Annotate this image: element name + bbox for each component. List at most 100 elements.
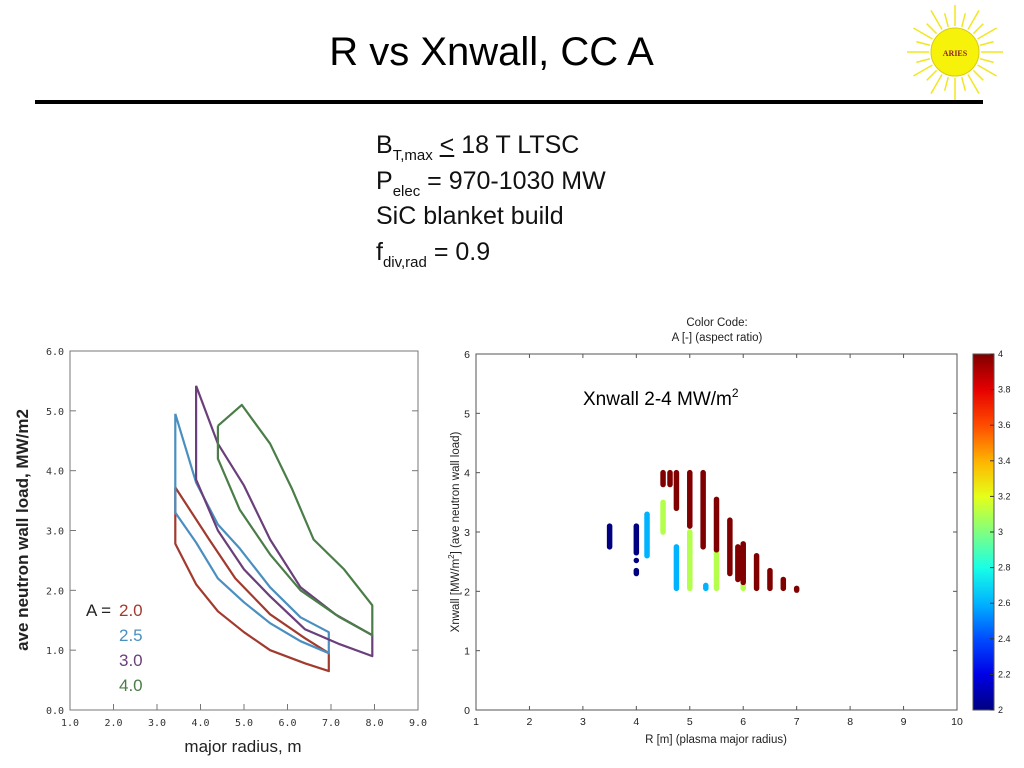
- left-x-tick-label: 2.0: [104, 718, 122, 729]
- sun-disc: [930, 27, 980, 77]
- right-y-tick-label: 4: [464, 468, 470, 480]
- right-y-axis-label: Xnwall [MW/m2] (ave neutron wall load): [447, 431, 462, 632]
- colorbar: 2 2.2 2.4 2.6 2.8 3 3.2 3.4 3.6 3.8 4: [972, 349, 1011, 715]
- right-scatter-chart: Color Code: A [-] (aspect ratio) 1 2 3 4 5 6 7 8…: [447, 317, 1011, 746]
- colorbar-tick-label: 2.2: [998, 669, 1011, 679]
- legend-entry-A-2.0: 2.0: [119, 601, 143, 620]
- right-x-tick-label: 9: [901, 716, 907, 728]
- left-x-tick-label: 3.0: [148, 718, 166, 729]
- parameter-block: BT,max < 18 T LTSC Pelec = 970-1030 MW S…: [376, 128, 606, 270]
- sun-ray: [961, 13, 967, 28]
- param-line-blanket: SiC blanket build: [376, 202, 564, 230]
- left-y-axis-label: ave neutron wall load, MW/m2: [13, 409, 32, 651]
- right-x-tick-label: 2: [527, 716, 533, 728]
- colorbar-tick-label: 4: [998, 349, 1003, 359]
- colorbar-tick-label: 3.8: [998, 385, 1011, 395]
- logo-text: ARIES: [943, 49, 968, 58]
- left-x-tick-label: 7.0: [322, 718, 340, 729]
- param-fdiv-subscript: div,rad: [382, 253, 427, 271]
- param-pelec-symbol: P: [376, 166, 393, 195]
- series-line-A-2.0: [174, 486, 330, 673]
- param-bt-subscript: T,max: [392, 147, 433, 164]
- right-chart-title: Color Code: A [-] (aspect ratio): [672, 317, 763, 344]
- param-line-pelec: Pelec = 970-1030 MW: [376, 164, 606, 200]
- colorbar-tick-label: 2.6: [998, 598, 1011, 608]
- colorbar-tick-label: 3.2: [998, 491, 1011, 501]
- left-x-tick-label: 6.0: [278, 718, 296, 729]
- right-x-tick-label: 3: [580, 716, 586, 728]
- sun-ray: [961, 76, 967, 91]
- sun-ray: [926, 69, 938, 81]
- sun-ray: [943, 76, 949, 91]
- left-chart-series: [174, 385, 374, 673]
- param-bt-operator: <: [439, 131, 455, 159]
- sun-ray: [979, 58, 994, 64]
- right-x-tick-label: 8: [847, 716, 853, 728]
- left-chart-axes: 1.0 2.0 3.0 4.0 5.0 6.0 7.0 8.0 9.00.01.02.03.04…: [46, 347, 427, 729]
- left-chart-legend: A = 2.0 2.5 3.0 4.0: [86, 601, 143, 695]
- colorbar-tick-label: 3.6: [998, 420, 1011, 430]
- left-y-tick-label: 2.0: [46, 586, 64, 597]
- sun-ray: [926, 23, 938, 35]
- right-x-tick-label: 5: [687, 716, 693, 728]
- param-bt-value: 18 T LTSC: [454, 131, 580, 159]
- colorbar-tick-label: 2.4: [998, 634, 1011, 644]
- sun-ray: [972, 69, 984, 81]
- left-y-tick-label: 1.0: [46, 646, 64, 657]
- right-chart-title-line: A [-] (aspect ratio): [672, 332, 763, 344]
- right-y-tick-label: 5: [464, 408, 470, 420]
- sun-ray: [916, 58, 931, 64]
- left-line-chart: 1.0 2.0 3.0 4.0 5.0 6.0 7.0 8.0 9.00.01.02.03.04…: [13, 347, 427, 756]
- left-x-tick-label: 5.0: [235, 718, 253, 729]
- sun-ray: [930, 74, 943, 94]
- series-line-A-2.5: [174, 413, 330, 655]
- right-x-tick-label: 4: [633, 716, 639, 728]
- sun-ray: [916, 40, 931, 46]
- title-rule: [35, 100, 983, 104]
- left-y-tick-label: 6.0: [46, 347, 64, 358]
- param-fdiv-value: = 0.9: [426, 237, 491, 266]
- left-x-tick-label: 9.0: [409, 718, 427, 729]
- sun-rays: [907, 5, 1003, 100]
- right-x-axis-label: R [m] (plasma major radius): [645, 734, 787, 746]
- right-x-tick-label: 1: [473, 716, 479, 728]
- left-y-tick-label: 3.0: [46, 527, 64, 538]
- right-y-tick-label: 6: [464, 349, 470, 361]
- left-y-tick-label: 0.0: [46, 706, 64, 717]
- param-bt-symbol: B: [376, 131, 393, 159]
- series-line-A-4.0: [216, 403, 374, 637]
- right-y-tick-label: 2: [464, 586, 470, 598]
- colorbar-tick-label: 3: [998, 527, 1003, 537]
- right-y-tick-label: 3: [464, 527, 470, 539]
- param-line-bt: BT,max < 18 T LTSC: [376, 128, 606, 164]
- sun-ray: [930, 10, 943, 30]
- xnwall-range-annotation: Xnwall 2-4 MW/m2: [583, 386, 739, 410]
- param-fdiv-symbol: f: [376, 237, 383, 266]
- slide-title: R vs Xnwall, CC A: [329, 30, 654, 74]
- right-y-tick-label: 0: [464, 705, 470, 717]
- sun-ray: [967, 74, 980, 94]
- sun-ray: [977, 27, 997, 40]
- sun-ray: [967, 10, 980, 30]
- colorbar-tick-label: 2: [998, 705, 1003, 715]
- param-pelec-value: = 970-1030 MW: [420, 166, 606, 195]
- right-chart-marks: [606, 469, 800, 593]
- legend-prefix: A =: [86, 601, 111, 620]
- sun-ray: [943, 13, 949, 28]
- sun-ray: [913, 27, 933, 40]
- right-x-tick-label: 10: [951, 716, 963, 728]
- series-line-A-3.0: [195, 385, 374, 658]
- left-x-tick-label: 4.0: [191, 718, 209, 729]
- colorbar-tick-label: 3.4: [998, 456, 1011, 466]
- left-x-axis-label: major radius, m: [184, 737, 301, 756]
- sun-ray: [913, 64, 933, 77]
- sun-ray: [977, 64, 997, 77]
- left-y-tick-label: 4.0: [46, 467, 64, 478]
- right-chart-title-line: Color Code:: [686, 317, 747, 329]
- right-x-tick-label: 7: [794, 716, 800, 728]
- legend-entry-A-3.0: 3.0: [119, 651, 143, 670]
- left-x-tick-label: 8.0: [365, 718, 383, 729]
- right-x-tick-label: 6: [740, 716, 746, 728]
- param-pelec-subscript: elec: [392, 182, 421, 200]
